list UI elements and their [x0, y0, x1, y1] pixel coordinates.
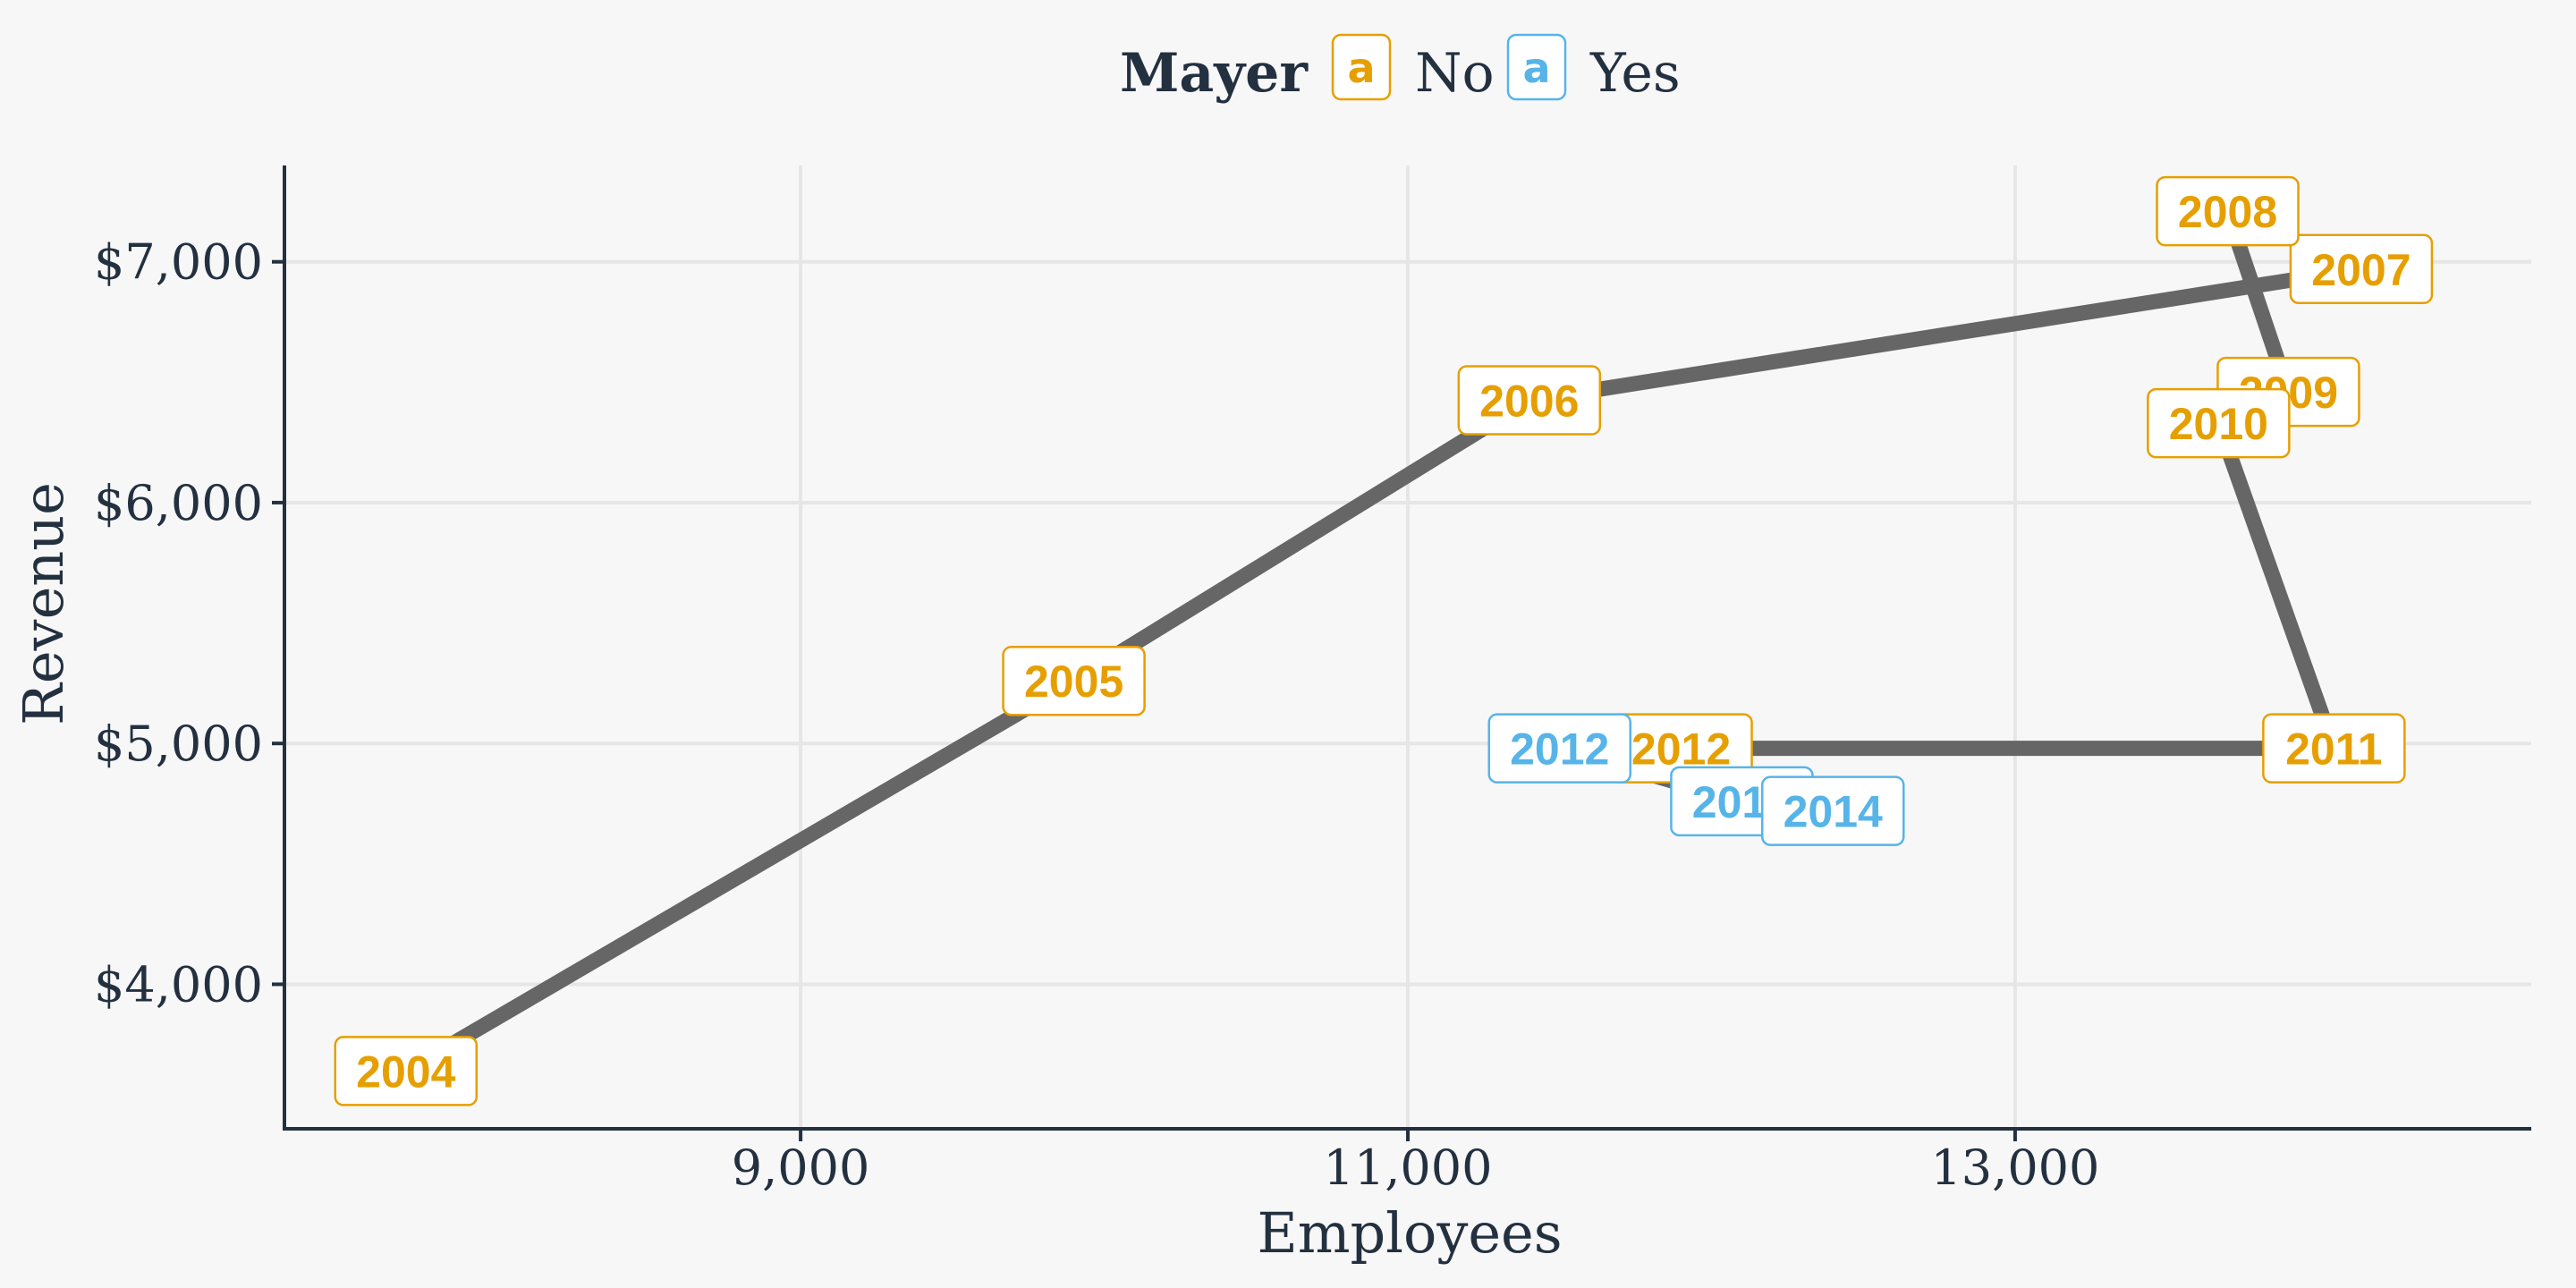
point-label-box [1457, 365, 1602, 436]
point-label: 2012 [1609, 713, 1753, 784]
point-label-box [2147, 387, 2291, 459]
point-label: 2007 [2289, 233, 2434, 305]
legend-item: a Yes [1506, 33, 1681, 105]
legend-key [1331, 33, 1392, 101]
point-label-box [1002, 645, 1146, 716]
point-label-text: 2012 [1510, 724, 1609, 775]
series-line [402, 203, 2369, 1078]
point-label: 2008 [2156, 175, 2300, 247]
legend-title: Mayer [1120, 42, 1309, 105]
legend-item: a No [1331, 33, 1495, 105]
point-label: 2006 [1457, 365, 1602, 436]
y-tick-label: $5,000 [94, 716, 263, 772]
x-tick-label: 9,000 [732, 1140, 870, 1196]
point-label-box [334, 1036, 479, 1106]
point-label-box [2156, 175, 2300, 247]
legend: Mayer a No a Yes [1120, 33, 1681, 105]
point-label-box [2289, 233, 2434, 305]
y-axis-title: Revenue [11, 482, 76, 725]
point-label-box [1487, 713, 1631, 784]
point-label-text: 2005 [1024, 657, 1123, 707]
x-axis-title: Employees [1257, 1200, 1562, 1266]
axes-layer: 9,000 11,000 13,000 $4,000 $5,000 $6,000 $7,00… [94, 165, 2531, 1196]
point-label-text: 2006 [1479, 377, 1579, 427]
point-label-box [1760, 775, 1905, 846]
point-label: 2010 [2147, 387, 2291, 459]
legend-key-glyph: a [1347, 44, 1375, 92]
x-tick-label: 13,000 [1930, 1140, 2099, 1196]
point-label-text: 2010 [2169, 399, 2268, 449]
point-label-text: 2011 [2285, 724, 2382, 775]
legend-label: No [1415, 42, 1495, 105]
point-label: 2005 [1002, 645, 1146, 716]
y-tick-label: $4,000 [94, 956, 263, 1013]
point-label-text: 2014 [1784, 787, 1883, 837]
y-tick-label: $7,000 [94, 234, 263, 291]
point-label-text: 2007 [2311, 245, 2411, 295]
legend-key [1506, 33, 1567, 101]
label-layer: 2004200520062007200820092010201120122012… [334, 175, 2434, 1106]
point-label-text: 2008 [2178, 187, 2277, 237]
point-label: 2014 [1760, 775, 1905, 846]
legend-label: Yes [1589, 42, 1681, 105]
point-label-box [2262, 713, 2406, 784]
point-label-text: 2012 [1631, 724, 1731, 775]
y-tick-label: $6,000 [94, 475, 263, 531]
point-label: 2012 [1487, 713, 1631, 784]
legend-key-glyph: a [1522, 44, 1550, 92]
point-label-text: 2004 [356, 1046, 455, 1097]
point-label: 2011 [2262, 713, 2406, 784]
line-layer [402, 203, 2369, 1078]
grid-layer [284, 165, 2531, 1129]
point-label: 2004 [334, 1036, 479, 1106]
x-tick-label: 11,000 [1324, 1140, 1493, 1196]
